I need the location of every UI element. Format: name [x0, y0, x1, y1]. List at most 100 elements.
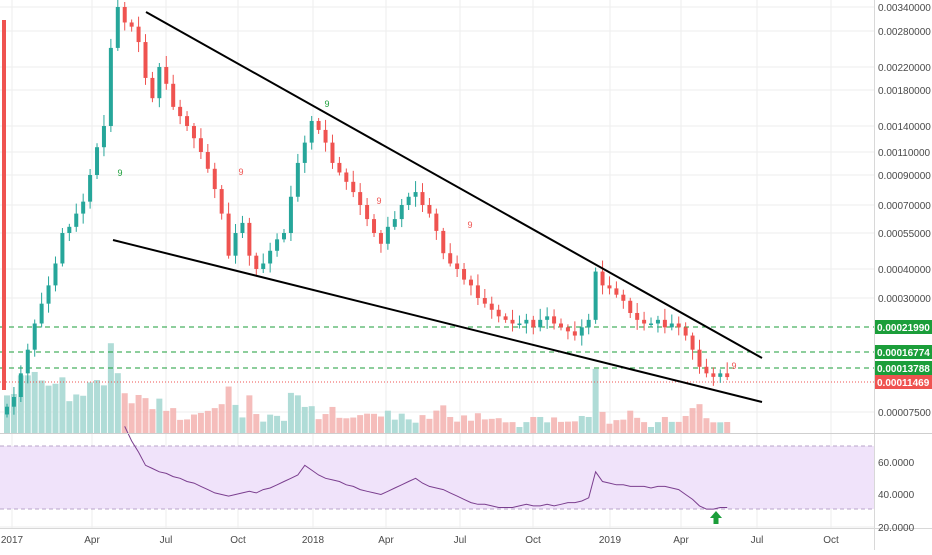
volume-bar [301, 406, 308, 433]
candle [552, 316, 557, 324]
candle [683, 327, 688, 336]
volume-bar [668, 421, 675, 433]
volume-bar [433, 410, 440, 433]
volume-bar [454, 421, 461, 433]
candle [337, 162, 342, 173]
candle [365, 205, 370, 220]
level-tag-label: 0.00013788 [877, 364, 930, 375]
candle [697, 349, 702, 367]
time-tick-label: Jul [454, 535, 467, 546]
volume-bar [620, 419, 627, 433]
candle [441, 230, 446, 254]
candle [378, 233, 383, 244]
time-tick-label: Apr [378, 535, 394, 546]
price-tick-label: 0.00030000 [878, 294, 931, 305]
candle [198, 138, 203, 152]
candle [212, 168, 217, 190]
candles [2, 0, 730, 418]
volume-bars [4, 343, 731, 433]
volume-bar [391, 419, 398, 433]
candle [586, 319, 591, 328]
volume-bar [204, 410, 211, 433]
volume-bar [564, 421, 571, 433]
volume-bar [343, 418, 350, 433]
volume-bar [530, 416, 537, 433]
price-tick-label: 0.00180000 [878, 86, 931, 97]
sequential-9-marker: 9 [117, 168, 122, 178]
candle [32, 323, 37, 350]
volume-bar [246, 395, 253, 433]
price-tick-label: 0.00055000 [878, 229, 931, 240]
candle [642, 319, 647, 324]
volume-bar [371, 413, 378, 433]
volume-bar [17, 375, 24, 433]
candle [662, 319, 667, 328]
volume-bar [135, 394, 142, 433]
volume-bar [710, 422, 717, 433]
candle [219, 189, 224, 214]
volume-bar [260, 421, 267, 433]
rsi-panel [0, 445, 874, 510]
volume-bar [336, 417, 343, 433]
time-tick-label: Jul [751, 535, 764, 546]
volume-bar [128, 403, 135, 433]
volume-bar [253, 414, 260, 433]
volume-bar [267, 414, 274, 433]
volume-bar [654, 422, 661, 433]
volume-bar [329, 406, 336, 433]
volume-bar [641, 422, 648, 433]
rsi-band [0, 446, 874, 509]
volume-bar [73, 394, 80, 433]
candle [399, 205, 404, 220]
lower-trendline [112, 239, 763, 403]
volume-bar [675, 421, 682, 433]
level-tag [875, 375, 932, 389]
volume-bar [114, 373, 121, 433]
time-tick-label: Apr [84, 535, 100, 546]
candle [88, 175, 93, 202]
rsi-line-group [124, 426, 728, 524]
candle [635, 312, 640, 320]
time-tick-label: 2019 [599, 535, 622, 546]
candle [524, 319, 529, 324]
volume-bar [170, 408, 177, 433]
volume-bar [59, 377, 66, 433]
level-tag-label: 0.00021990 [877, 323, 930, 334]
candle [351, 181, 356, 193]
candle [295, 162, 300, 197]
volume-bar [481, 419, 488, 433]
candle [579, 327, 584, 336]
volume-bar [627, 410, 634, 433]
candle [2, 20, 6, 390]
volume-bar [149, 409, 156, 433]
candle [115, 7, 120, 48]
candle [385, 226, 390, 244]
price-tick-label: 0.00140000 [878, 122, 931, 133]
level-tag [875, 361, 932, 375]
candle [420, 192, 425, 205]
candle [25, 349, 30, 374]
price-tick-label: 0.00007500 [878, 408, 931, 419]
volume-bar [281, 420, 287, 433]
candle [108, 47, 113, 126]
volume-bar [474, 413, 481, 433]
candle [157, 67, 162, 99]
price-tick-label: 0.00280000 [878, 27, 931, 38]
volume-bar [350, 417, 357, 433]
level-tag [875, 320, 932, 334]
candle [282, 233, 286, 240]
candle [150, 77, 155, 99]
candle [171, 83, 176, 107]
volume-bar [177, 419, 184, 433]
volume-bar [502, 422, 509, 433]
candle [489, 303, 494, 310]
volume-bar [357, 415, 364, 433]
candle [323, 129, 328, 143]
volume-bar [163, 410, 170, 433]
volume-bar [100, 385, 107, 433]
candle [344, 172, 349, 182]
candle [330, 142, 335, 163]
volume-bar [197, 412, 204, 433]
